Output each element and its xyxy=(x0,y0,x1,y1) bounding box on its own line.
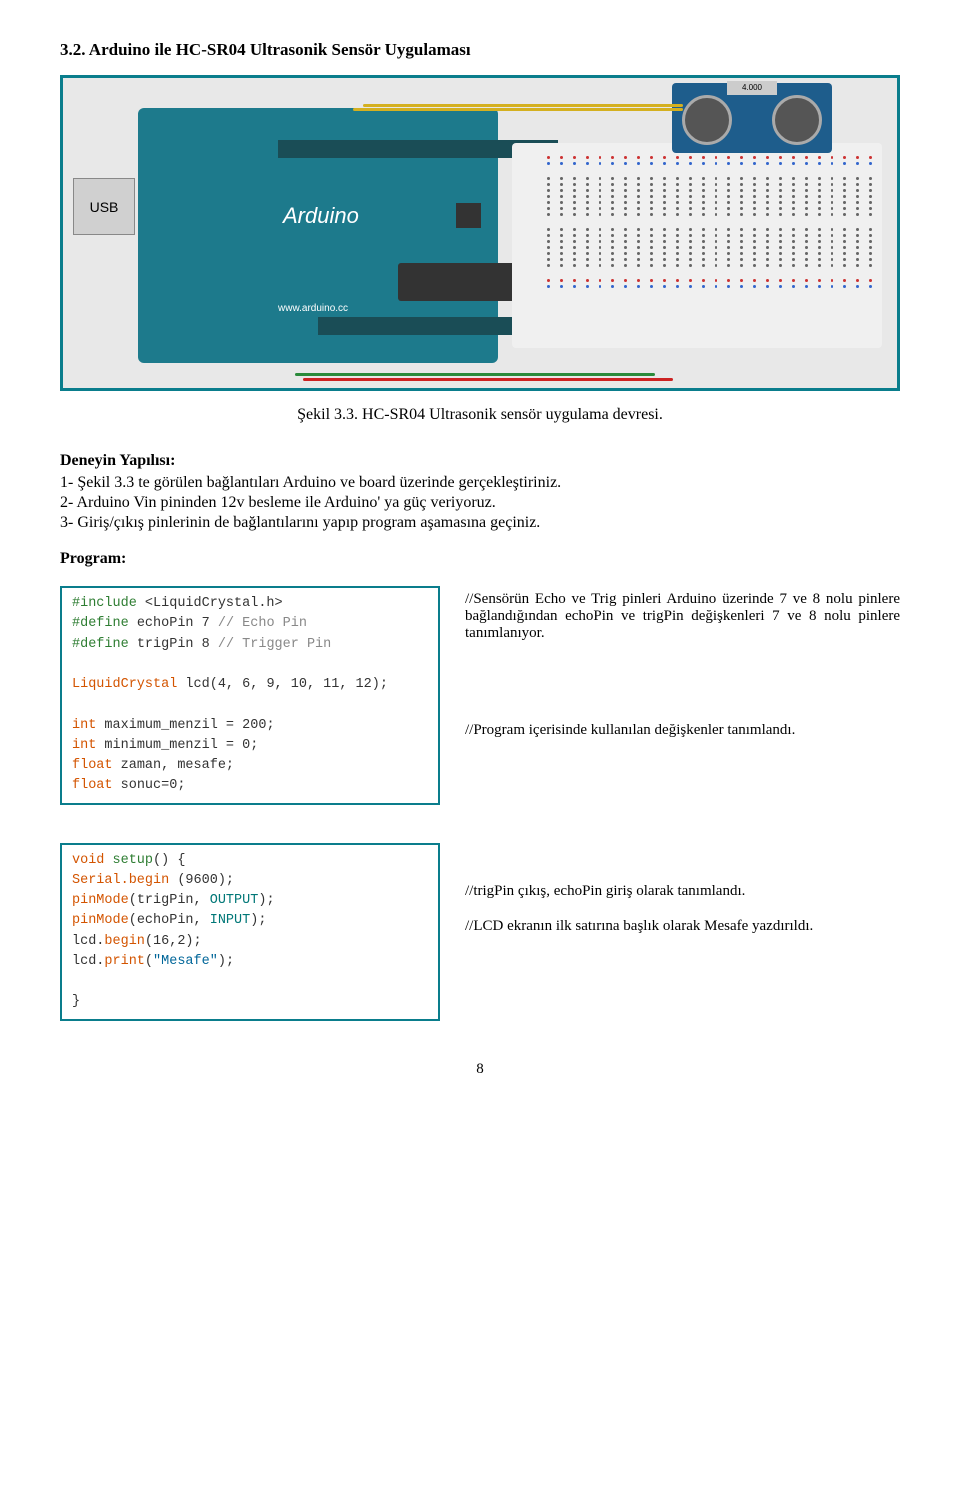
kw: .begin xyxy=(121,873,170,888)
code: (echoPin, xyxy=(129,913,210,928)
kw: INPUT xyxy=(210,913,251,928)
kw: #include xyxy=(72,596,137,611)
kw: int xyxy=(72,718,96,733)
program-heading: Program: xyxy=(60,550,900,568)
sensor-display: 4.000 xyxy=(727,81,777,95)
step-2: 2- Arduino Vin pininden 12v besleme ile … xyxy=(60,494,900,512)
section-heading: 3.2. Arduino ile HC-SR04 Ultrasonik Sens… xyxy=(60,40,900,60)
comment: // Echo Pin xyxy=(218,616,307,631)
circuit-diagram: USB Arduino www.arduino.cc 4.000 xyxy=(60,75,900,391)
kw: print xyxy=(104,954,145,969)
code: (9600); xyxy=(169,873,234,888)
code: lcd(4, 6, 9, 10, 11, 12); xyxy=(177,677,388,692)
usb-connector: USB xyxy=(73,178,135,235)
code: } xyxy=(72,994,80,1009)
step-1: 1- Şekil 3.3 te görülen bağlantıları Ard… xyxy=(60,474,900,492)
reset-button xyxy=(456,203,481,228)
wire-green xyxy=(295,373,655,376)
kw: begin xyxy=(104,934,145,949)
breadboard-holes xyxy=(522,153,872,338)
breadboard xyxy=(512,143,882,348)
code: zaman, mesafe; xyxy=(113,758,235,773)
kw: #define xyxy=(72,616,129,631)
code: maximum_menzil = 200; xyxy=(96,718,274,733)
code: lcd. xyxy=(72,954,104,969)
arduino-board: Arduino www.arduino.cc xyxy=(138,108,498,363)
code-comment-4: //LCD ekranın ilk satırına başlık olarak… xyxy=(465,918,900,935)
str: "Mesafe" xyxy=(153,954,218,969)
wire-yellow-2 xyxy=(363,104,683,107)
step-3: 3- Giriş/çıkış pinlerinin de bağlantılar… xyxy=(60,514,900,532)
code: ); xyxy=(258,893,274,908)
sensor-receiver xyxy=(772,95,822,145)
code: sonuc=0; xyxy=(113,778,186,793)
kw: float xyxy=(72,778,113,793)
kw: int xyxy=(72,738,96,753)
kw: setup xyxy=(104,853,153,868)
code-comment-1: //Sensörün Echo ve Trig pinleri Arduino … xyxy=(465,591,900,642)
code: ); xyxy=(218,954,234,969)
arduino-url: www.arduino.cc xyxy=(278,303,348,314)
code-block-1: #include <LiquidCrystal.h> #define echoP… xyxy=(60,586,440,805)
kw: pinMode xyxy=(72,913,129,928)
wire-red xyxy=(303,378,673,381)
comment: // Trigger Pin xyxy=(218,637,331,652)
page-number: 8 xyxy=(60,1061,900,1078)
code: trigPin 8 xyxy=(129,637,218,652)
kw: #define xyxy=(72,637,129,652)
wire-yellow-1 xyxy=(353,108,683,111)
code: (16,2); xyxy=(145,934,202,949)
sensor-transmitter xyxy=(682,95,732,145)
code-comment-3: //trigPin çıkış, echoPin giriş olarak ta… xyxy=(465,883,900,900)
code: <LiquidCrystal.h> xyxy=(137,596,283,611)
code: (trigPin, xyxy=(129,893,210,908)
hcsr04-sensor: 4.000 xyxy=(672,83,832,153)
code-block-2: void setup() { Serial.begin (9600); pinM… xyxy=(60,843,440,1021)
kw: float xyxy=(72,758,113,773)
code: minimum_menzil = 0; xyxy=(96,738,258,753)
code: lcd. xyxy=(72,934,104,949)
kw: OUTPUT xyxy=(210,893,259,908)
steps-heading: Deneyin Yapılısı: xyxy=(60,452,900,470)
kw: void xyxy=(72,853,104,868)
kw: pinMode xyxy=(72,893,129,908)
code: ( xyxy=(145,954,153,969)
kw: LiquidCrystal xyxy=(72,677,177,692)
code: echoPin 7 xyxy=(129,616,218,631)
code-comment-2: //Program içerisinde kullanılan değişken… xyxy=(465,722,900,739)
arduino-logo: Arduino xyxy=(283,203,359,229)
figure-caption: Şekil 3.3. HC-SR04 Ultrasonik sensör uyg… xyxy=(60,406,900,424)
kw: Serial xyxy=(72,873,121,888)
code: () { xyxy=(153,853,185,868)
code: ); xyxy=(250,913,266,928)
